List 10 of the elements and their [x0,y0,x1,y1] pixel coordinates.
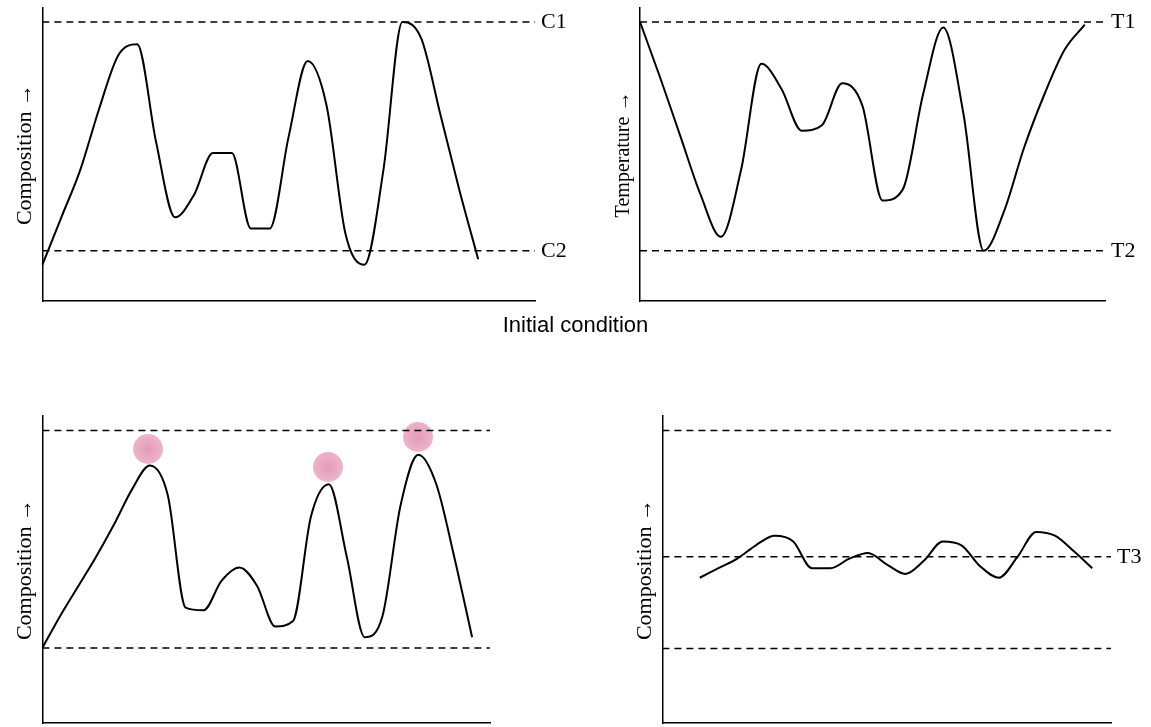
ref-line-label: T1 [1111,7,1136,33]
y-axis-title: Composition → [10,83,36,226]
ref-line-label: T2 [1111,236,1136,262]
ref-line-label: T3 [1117,542,1142,568]
ref-line-label: C1 [541,7,567,33]
y-axis-title: Composition → [10,498,36,641]
y-axis-title: Composition → [630,498,656,641]
text: Initial condition [501,312,650,338]
y-axis-title: Temperature → [611,91,635,218]
ref-line-label: C2 [541,236,567,262]
